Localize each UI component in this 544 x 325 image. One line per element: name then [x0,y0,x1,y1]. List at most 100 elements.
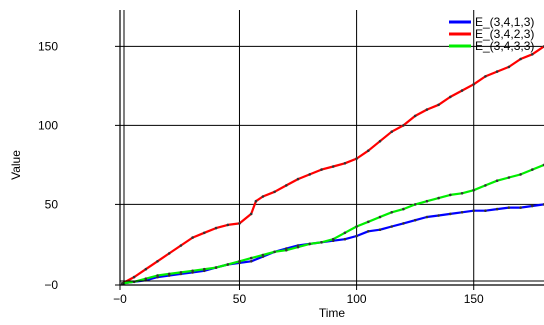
data-point [343,231,347,235]
data-point [531,53,534,56]
data-point [167,252,171,255]
series-layer [121,45,544,285]
data-point [167,272,171,276]
y-axis-title: Value [9,150,23,180]
data-point [191,269,194,273]
data-point [273,190,276,194]
data-point [355,157,358,160]
x-tick-label: 50 [233,292,247,306]
data-point [320,241,323,244]
data-point [495,207,499,211]
data-point [179,244,183,247]
data-point [507,176,511,179]
data-point [519,206,522,209]
data-point [308,242,312,246]
data-point [296,245,300,249]
data-point [249,256,253,260]
data-point [191,236,194,239]
data-point [484,184,487,187]
data-point [413,218,417,222]
data-point [156,274,159,277]
data-point [355,225,358,228]
data-point [367,220,370,224]
series-3 [121,163,544,285]
data-point [519,57,522,61]
data-point [390,225,394,228]
data-point [437,196,440,200]
data-point [367,230,370,233]
legend-label: E_(3,4,2,3) [475,27,534,41]
legend: E_(3,4,1,3)E_(3,4,2,3)E_(3,4,3,3) [449,15,534,53]
series-line [121,45,544,285]
data-point [273,250,276,254]
data-point [472,209,476,212]
data-point [472,83,476,86]
data-point [343,162,347,165]
data-point [308,173,312,176]
data-point [238,222,241,225]
data-point [226,223,230,227]
data-point [402,222,405,225]
data-point [238,260,241,263]
legend-label: E_(3,4,1,3) [475,15,534,29]
data-point [519,173,522,176]
data-point [156,260,159,263]
data-point [390,130,394,133]
data-point [261,195,265,198]
data-point [495,179,499,182]
data-point [472,188,476,192]
data-point [355,234,358,238]
data-point [460,211,464,214]
tick-labels: −0 50 100 150 −0 50 100 150 [38,39,484,306]
data-point [296,177,300,181]
data-point [367,149,370,152]
data-point [144,277,148,281]
grid [120,10,544,285]
data-point [449,95,452,99]
x-tick-label: −0 [113,292,127,306]
data-point [390,211,394,214]
data-point [484,75,487,78]
data-point [249,260,253,263]
data-point [402,207,405,211]
data-point [249,212,253,216]
data-point [413,203,417,206]
data-point [285,184,288,187]
data-point [203,267,206,271]
series-line [122,163,544,285]
data-point [214,266,218,269]
data-point [425,108,429,111]
data-point [484,209,487,212]
data-point [121,282,124,285]
data-point [261,253,265,257]
data-point [285,248,288,252]
data-point [531,204,534,208]
data-point [413,114,417,118]
y-tick-label: −0 [44,278,58,292]
data-point [378,215,382,219]
data-point [495,70,499,73]
legend-label: E_(3,4,3,3) [475,39,534,53]
data-point [437,214,440,217]
x-axis-title: Time [319,306,346,320]
data-point [144,267,148,271]
data-point [254,199,258,203]
data-point [507,206,511,209]
data-point [507,65,511,69]
y-tick-label: 50 [45,197,59,211]
data-point [460,192,464,195]
data-point [402,124,405,127]
data-point [343,237,347,241]
data-point [425,199,429,203]
data-point [437,103,440,107]
data-point [378,139,382,143]
data-point [214,226,218,230]
data-point [378,228,382,231]
data-point [132,275,136,279]
x-tick-label: 100 [347,292,367,306]
data-point [460,89,464,92]
y-tick-label: 150 [38,39,58,53]
x-tick-label: 150 [464,292,484,306]
data-point [331,237,335,241]
